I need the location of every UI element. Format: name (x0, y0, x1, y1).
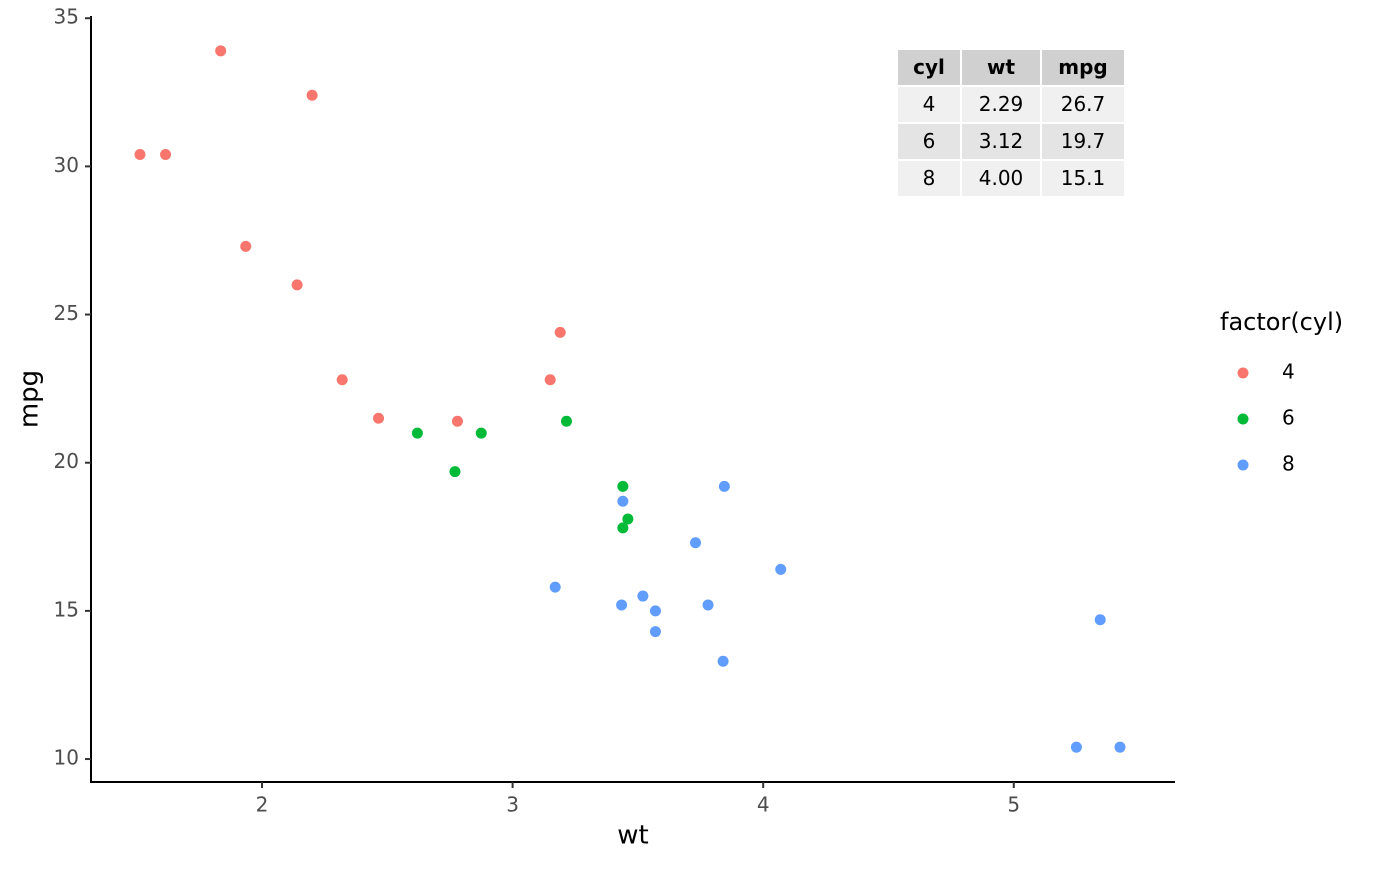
table-cell-bg (898, 124, 960, 159)
point (336, 374, 348, 386)
table-header: cyl (913, 55, 945, 79)
point (449, 466, 461, 478)
table-cell-bg (1042, 161, 1124, 196)
point (544, 374, 556, 386)
x-tick-label: 4 (757, 793, 770, 817)
table-cell: 2.29 (979, 92, 1024, 116)
point (622, 513, 634, 525)
y-axis-title: mpg (15, 370, 45, 428)
point (775, 563, 787, 575)
table-cell-bg (1042, 124, 1124, 159)
legend-label: 8 (1282, 452, 1295, 476)
point (411, 427, 423, 439)
table-header: wt (987, 55, 1015, 79)
point (690, 537, 702, 549)
point (373, 412, 385, 424)
table-header-bg (962, 50, 1040, 85)
table-cell: 26.7 (1061, 92, 1106, 116)
table-cell-bg (1042, 87, 1124, 122)
y-tick-label: 15 (54, 597, 79, 621)
point (616, 599, 628, 611)
y-tick-label: 10 (54, 746, 79, 770)
table-cell-bg (898, 161, 960, 196)
point (717, 655, 729, 667)
point (617, 522, 629, 534)
table-cell: 4 (923, 92, 936, 116)
legend-marker (1237, 367, 1249, 379)
point (554, 326, 566, 338)
point (134, 149, 146, 161)
x-axis-title: wt (617, 821, 648, 851)
table-cell: 6 (923, 129, 936, 153)
table-header-bg (1042, 50, 1124, 85)
table-cell-bg (962, 87, 1040, 122)
table-cell: 19.7 (1061, 129, 1106, 153)
point (1070, 741, 1082, 753)
table-cell: 15.1 (1061, 166, 1106, 190)
point (306, 89, 318, 101)
point (637, 590, 649, 602)
point (451, 415, 463, 427)
point (549, 581, 561, 593)
table-cell: 4.00 (979, 166, 1024, 190)
table-header: mpg (1058, 55, 1107, 79)
x-tick-label: 2 (256, 793, 269, 817)
legend-label: 6 (1282, 406, 1295, 430)
point (718, 480, 730, 492)
point (649, 605, 661, 617)
point (291, 279, 303, 291)
x-tick-label: 5 (1007, 793, 1020, 817)
legend-label: 4 (1282, 360, 1295, 384)
x-tick-label: 3 (506, 793, 519, 817)
point (1114, 741, 1126, 753)
point (617, 495, 629, 507)
table-cell: 8 (923, 166, 936, 190)
point (560, 415, 572, 427)
point (240, 240, 252, 252)
table-cell-bg (962, 124, 1040, 159)
point (649, 626, 661, 638)
legend-marker (1237, 413, 1249, 425)
table-cell: 3.12 (979, 129, 1024, 153)
y-tick-label: 30 (54, 153, 79, 177)
point (617, 480, 629, 492)
legend-marker (1237, 459, 1249, 471)
table-cell-bg (898, 87, 960, 122)
table-cell-bg (962, 161, 1040, 196)
point (702, 599, 714, 611)
point (475, 427, 487, 439)
legend-title: factor(cyl) (1220, 308, 1343, 336)
point (1094, 614, 1106, 626)
point (215, 45, 227, 57)
table-header-bg (898, 50, 960, 85)
y-tick-label: 25 (54, 301, 79, 325)
y-tick-label: 35 (54, 5, 79, 29)
y-tick-label: 20 (54, 449, 79, 473)
point (160, 149, 172, 161)
